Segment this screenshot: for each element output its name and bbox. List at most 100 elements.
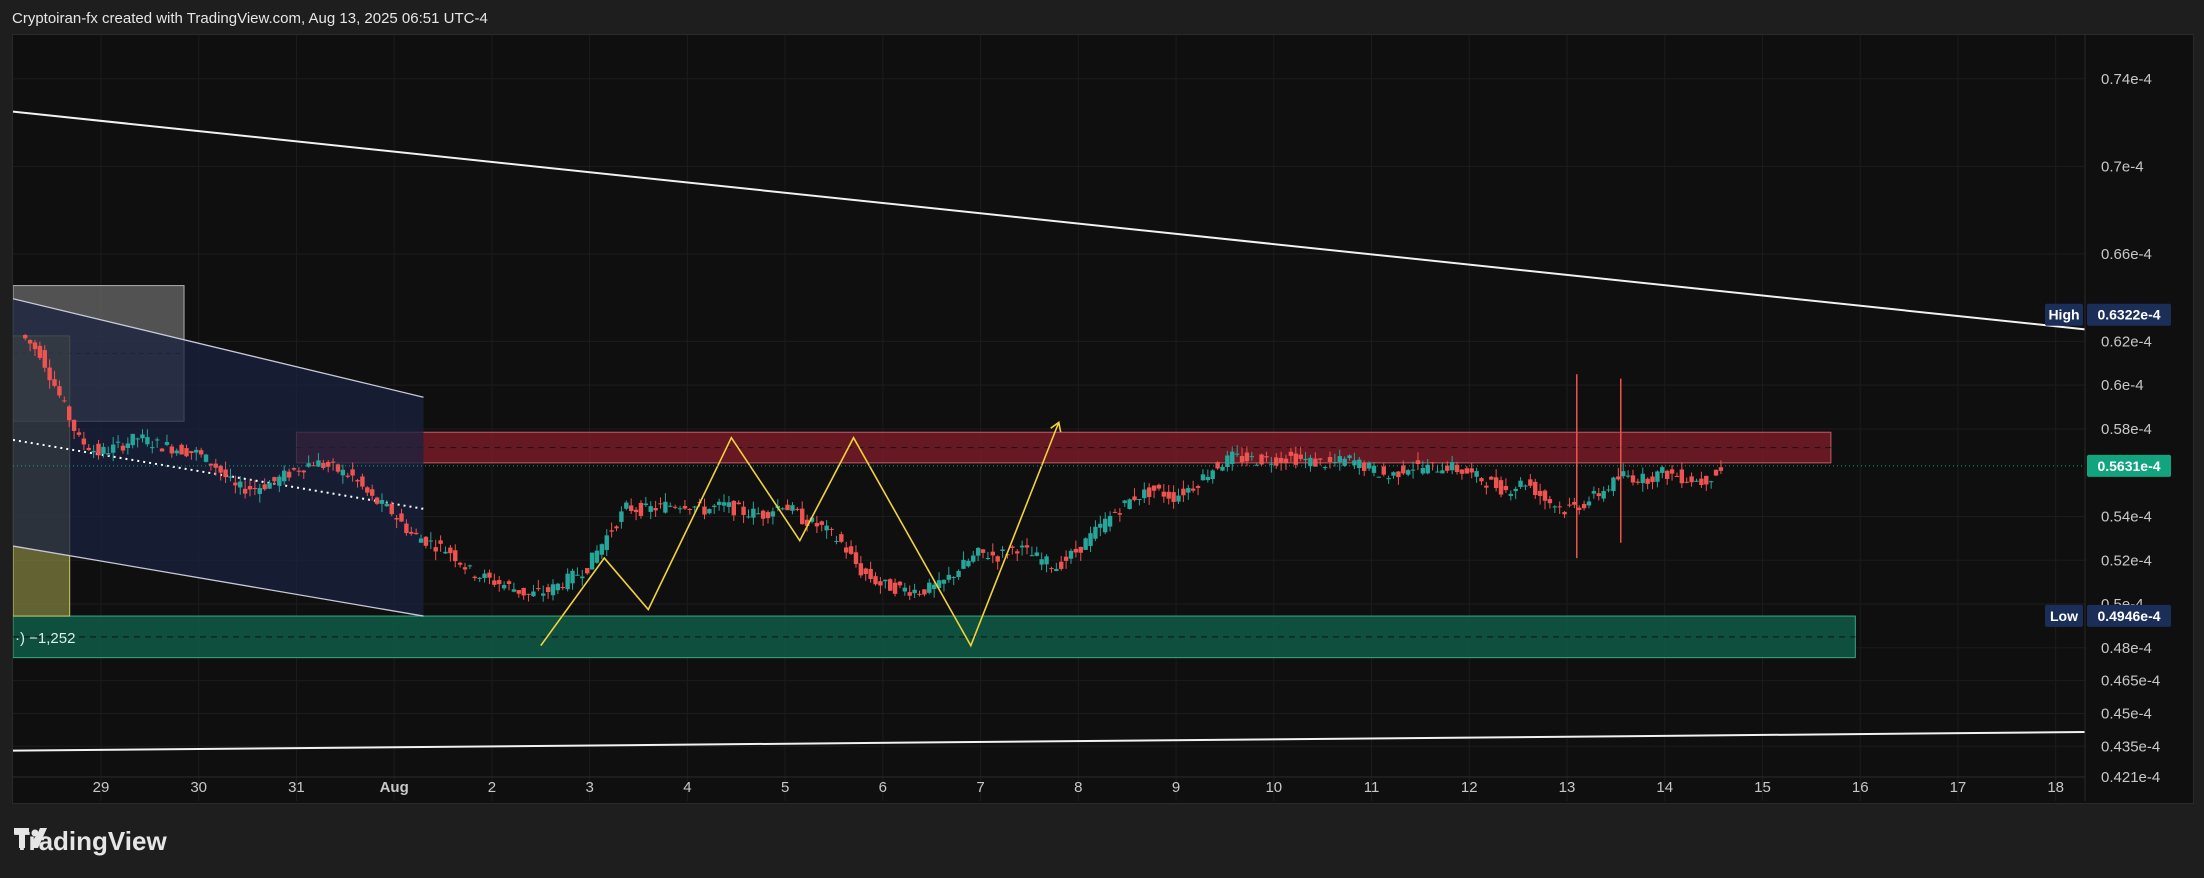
candle-body: [404, 523, 409, 534]
candle-body: [975, 547, 981, 556]
candle-body: [1249, 456, 1255, 458]
candle-body: [1342, 458, 1347, 466]
candle-body: [340, 469, 346, 476]
x-tick-label: 13: [1559, 779, 1576, 796]
candle-body: [492, 580, 497, 585]
candle-body: [218, 465, 223, 473]
candle-body: [1718, 467, 1724, 471]
candle-body: [575, 574, 580, 576]
candle-body: [902, 587, 908, 592]
y-tick-label: 0.62e-4: [2101, 333, 2152, 350]
candle-body: [1151, 485, 1157, 491]
candle-body: [1401, 465, 1406, 474]
candle-body: [487, 572, 492, 578]
candle-body: [306, 463, 311, 467]
candle-body: [1581, 503, 1587, 509]
candle-body: [472, 576, 478, 579]
channel-fill: [13, 298, 424, 617]
x-tick-label: 10: [1265, 779, 1282, 796]
candle-body: [325, 462, 331, 467]
candle-body: [1181, 488, 1186, 496]
candle-body: [37, 345, 43, 358]
candle-body: [692, 506, 697, 508]
candle-body: [800, 508, 805, 525]
candle-body: [1528, 479, 1533, 486]
candle-body: [1669, 469, 1675, 474]
high-tag-label-bg: [2045, 303, 2083, 326]
candle-body: [834, 540, 839, 542]
last-price-tag-value-bg: [2087, 454, 2171, 477]
candle-body: [1044, 556, 1049, 565]
candle-body: [1611, 477, 1616, 492]
candle-body: [1127, 499, 1132, 509]
candle-body: [52, 379, 57, 386]
candle-body: [394, 518, 399, 520]
candle-body: [897, 581, 903, 586]
candle-body: [101, 446, 106, 454]
candle-body: [1498, 480, 1504, 495]
candle-body: [47, 367, 52, 381]
x-tick-label: 7: [976, 779, 984, 796]
candle-body: [584, 568, 590, 574]
tradingview-logo[interactable]: TradingView: [14, 826, 167, 857]
candle-body: [1186, 488, 1191, 493]
x-tick-label: Aug: [380, 779, 409, 796]
candle-body: [892, 582, 898, 594]
candle-body: [1537, 490, 1543, 496]
candle-body: [1640, 473, 1645, 484]
candle-body: [1684, 481, 1689, 483]
candle-body: [1572, 501, 1577, 505]
candle-body: [135, 438, 140, 440]
candle-body: [389, 503, 394, 515]
candle-body: [878, 581, 883, 586]
candle-body: [164, 442, 170, 445]
descending-channel: [13, 298, 424, 617]
price-chart[interactable]: ·) −1,252 0.74e-4 0.7e-4 0.66e-4 0.62e-4 0.6…: [13, 35, 2193, 803]
candle-body: [726, 502, 732, 507]
support-zone-label: ·) −1,252: [15, 630, 75, 647]
candle-body: [839, 534, 844, 542]
candle-body: [541, 593, 546, 596]
candle-body: [731, 500, 737, 516]
candle-body: [526, 593, 531, 595]
trendlines: [13, 110, 2086, 752]
candle-body: [917, 593, 922, 595]
candle-body: [1308, 457, 1313, 467]
candle-body: [1264, 456, 1269, 458]
candle-body: [721, 502, 727, 506]
candle-body: [1533, 481, 1538, 496]
candle-body: [501, 584, 507, 589]
chart-area[interactable]: ·) −1,252 0.74e-4 0.7e-4 0.66e-4 0.62e-4 0.6…: [12, 34, 2194, 804]
candle-body: [1156, 484, 1162, 489]
candle-body: [1200, 474, 1206, 481]
support-zone: [13, 615, 1856, 659]
candle-body: [150, 447, 155, 449]
candle-body: [961, 559, 966, 569]
candle-body: [707, 509, 712, 514]
candle-body: [257, 488, 262, 494]
candle-body: [1024, 545, 1030, 548]
candle-body: [1601, 491, 1606, 499]
candle-body: [497, 580, 502, 585]
candle-body: [203, 454, 209, 462]
candle-body: [291, 468, 297, 470]
candle-body: [379, 499, 385, 504]
candle-body: [609, 530, 614, 532]
candle-body: [140, 434, 145, 439]
candle-body: [1655, 471, 1660, 482]
candle-body: [115, 441, 121, 443]
candle-body: [184, 448, 189, 457]
candle-body: [1357, 459, 1362, 469]
chart-credit: Cryptoiran-fx created with TradingView.c…: [12, 10, 488, 27]
candle-body: [643, 503, 649, 506]
x-tick-label: 17: [1950, 779, 1967, 796]
zigzag-pattern: [540, 420, 1062, 648]
candle-body: [1435, 471, 1440, 473]
candle-body: [360, 476, 365, 487]
candle-body: [1386, 478, 1391, 480]
candle-body: [1288, 451, 1294, 456]
candle-body: [702, 506, 707, 515]
candle-body: [1102, 518, 1108, 533]
y-tick-label: 0.66e-4: [2101, 246, 2152, 263]
candle-body: [545, 587, 551, 593]
